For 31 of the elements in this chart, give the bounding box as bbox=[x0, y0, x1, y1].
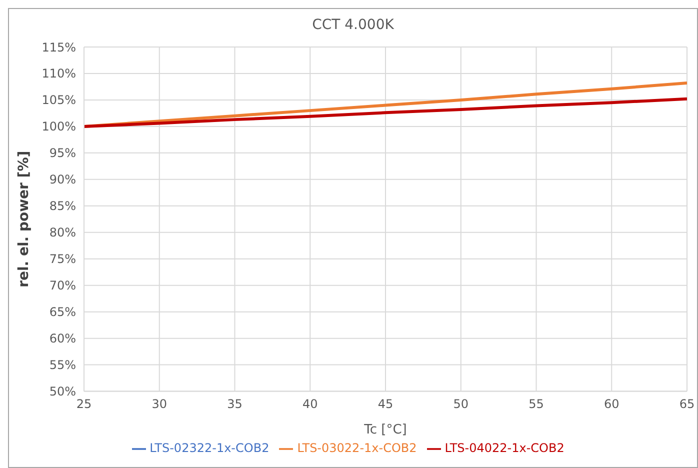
y-tick-label: 95% bbox=[49, 146, 76, 160]
x-tick-label: 60 bbox=[604, 396, 620, 411]
legend-label: LTS-03022-1x-COB2 bbox=[297, 441, 417, 456]
line-series bbox=[84, 97, 687, 128]
y-tick-label: 110% bbox=[42, 66, 76, 81]
y-tick-label: 60% bbox=[49, 332, 76, 346]
x-tick-label: 65 bbox=[679, 396, 695, 411]
y-tick-label: 65% bbox=[49, 305, 76, 320]
y-tick-label: 55% bbox=[49, 358, 76, 372]
x-tick-label: 45 bbox=[378, 396, 394, 411]
y-axis-title: rel. el. power [%] bbox=[16, 150, 32, 288]
y-tick-label: 85% bbox=[49, 199, 76, 214]
x-tick-label: 35 bbox=[227, 396, 242, 411]
legend-label: LTS-02322-1x-COB2 bbox=[150, 441, 270, 456]
legend-label: LTS-04022-1x-COB2 bbox=[444, 441, 564, 456]
y-tick-label: 70% bbox=[49, 278, 76, 293]
y-tick-label: 115% bbox=[42, 40, 76, 54]
line-series bbox=[84, 82, 687, 128]
x-tick-label: 55 bbox=[528, 396, 544, 411]
y-tick-label: 75% bbox=[49, 252, 76, 266]
x-axis-title: Tc [°C] bbox=[363, 422, 407, 438]
y-tick-label: 105% bbox=[42, 93, 76, 108]
y-tick-label: 100% bbox=[42, 120, 76, 134]
chart-title: CCT 4.000K bbox=[311, 17, 395, 33]
x-tick-label: 50 bbox=[453, 396, 469, 411]
x-tick-label: 30 bbox=[152, 396, 168, 411]
x-tick-label: 25 bbox=[76, 396, 92, 411]
y-tick-label: 90% bbox=[49, 172, 76, 187]
y-tick-label: 50% bbox=[49, 384, 76, 399]
y-tick-label: 80% bbox=[49, 226, 76, 240]
x-tick-label: 40 bbox=[302, 396, 318, 411]
